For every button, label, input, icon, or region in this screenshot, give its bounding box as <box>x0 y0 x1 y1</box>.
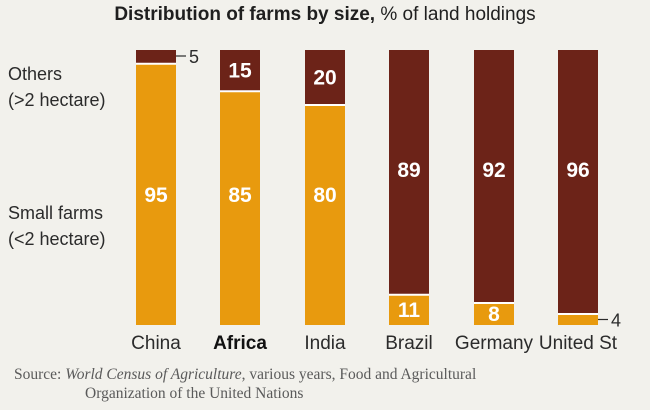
bar-small-4 <box>474 303 514 325</box>
bar-small-0 <box>136 63 176 325</box>
bar-others-2 <box>305 50 345 105</box>
source-details: , various years, Food and Agricultural <box>241 366 477 383</box>
data-label-others-3: 89 <box>397 159 420 182</box>
data-label-small-4: 8 <box>488 303 500 326</box>
bar-others-4 <box>474 50 514 303</box>
legend-others-line1: Others <box>8 64 62 84</box>
bar-small-5 <box>558 314 598 325</box>
data-label-others-1: 15 <box>228 60 252 83</box>
bar-others-5 <box>558 50 598 314</box>
data-label-small-2: 80 <box>313 184 336 207</box>
data-label-small-5: 4 <box>611 311 621 331</box>
category-label-5: United St <box>539 333 618 354</box>
data-label-others-0: 5 <box>189 47 199 67</box>
legend-small-line2: (<2 hectare) <box>8 229 106 249</box>
category-label-3: Brazil <box>385 333 433 354</box>
source-note: Source: World Census of Agriculture, var… <box>14 365 634 403</box>
bar-small-1 <box>220 91 260 325</box>
category-label-4: Germany <box>455 333 534 354</box>
bar-small-3 <box>389 294 429 325</box>
bar-others-0 <box>136 50 176 64</box>
category-label-1: Africa <box>213 333 267 354</box>
bar-others-1 <box>220 50 260 92</box>
category-label-2: India <box>304 333 346 354</box>
data-label-small-3: 11 <box>398 299 421 322</box>
stacked-bar-chart: Others (>2 hectare) Small farms (<2 hectare… <box>8 47 621 354</box>
source-organization: Organization of the United Nations <box>85 385 304 402</box>
data-label-small-0: 95 <box>144 184 168 207</box>
category-label-0: China <box>131 333 181 354</box>
legend-others-line2: (>2 hectare) <box>8 90 106 110</box>
bar-small-2 <box>305 105 345 325</box>
data-label-others-5: 96 <box>566 159 589 182</box>
chart-title-bold: Distribution of farms by size, <box>114 4 376 25</box>
chart-title-unit: % of land holdings <box>375 4 536 25</box>
bar-others-3 <box>389 50 429 295</box>
source-prefix: Source: <box>14 366 66 383</box>
data-label-others-4: 92 <box>482 159 505 182</box>
data-label-small-1: 85 <box>228 184 252 207</box>
source-work-title: World Census of Agriculture <box>65 366 242 383</box>
data-label-others-2: 20 <box>313 67 336 90</box>
legend-small-line1: Small farms <box>8 203 103 223</box>
chart-title: Distribution of farms by size, % of land… <box>0 4 650 26</box>
